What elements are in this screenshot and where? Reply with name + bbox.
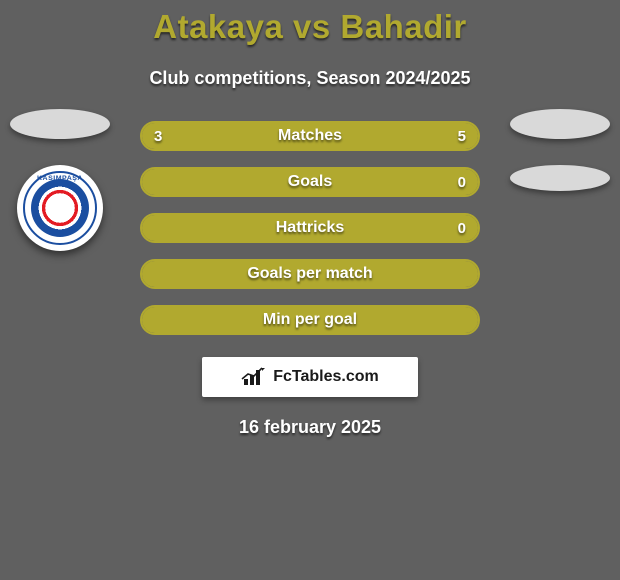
- stats-bars: Matches35Goals0Hattricks0Goals per match…: [140, 121, 480, 335]
- stat-bar: Goals per match: [140, 259, 480, 289]
- stat-label: Hattricks: [142, 215, 478, 241]
- content-area: KASIMPAŞA Matches35Goals0Hattricks0Goals…: [0, 121, 620, 438]
- brand-chart-icon: [241, 367, 267, 387]
- stat-bar: Goals0: [140, 167, 480, 197]
- brand-text: FcTables.com: [273, 368, 379, 386]
- stat-label: Matches: [142, 123, 478, 149]
- stat-bar: Min per goal: [140, 305, 480, 335]
- stat-label: Goals: [142, 169, 478, 195]
- page-title: Atakaya vs Bahadir: [0, 0, 620, 46]
- right-column: [500, 109, 620, 191]
- stat-value-right: 5: [458, 123, 466, 149]
- club-logo-left: KASIMPAŞA: [17, 165, 103, 251]
- stat-label: Min per goal: [142, 307, 478, 333]
- club-logo-right: [510, 165, 610, 191]
- stat-value-right: 0: [458, 215, 466, 241]
- comparison-card: Atakaya vs Bahadir Club competitions, Se…: [0, 0, 620, 458]
- left-column: KASIMPAŞA: [0, 109, 120, 251]
- logo-inner: [31, 179, 89, 237]
- stat-bar: Hattricks0: [140, 213, 480, 243]
- stat-value-left: 3: [154, 123, 162, 149]
- stat-value-right: 0: [458, 169, 466, 195]
- stat-label: Goals per match: [142, 261, 478, 287]
- player-photo-right: [510, 109, 610, 139]
- stat-bar: Matches3 5: [140, 121, 480, 151]
- subtitle: Club competitions, Season 2024/2025: [0, 68, 620, 89]
- brand-link[interactable]: FcTables.com: [202, 357, 418, 397]
- footer-date: 16 february 2025: [0, 417, 620, 438]
- player-photo-left: [10, 109, 110, 139]
